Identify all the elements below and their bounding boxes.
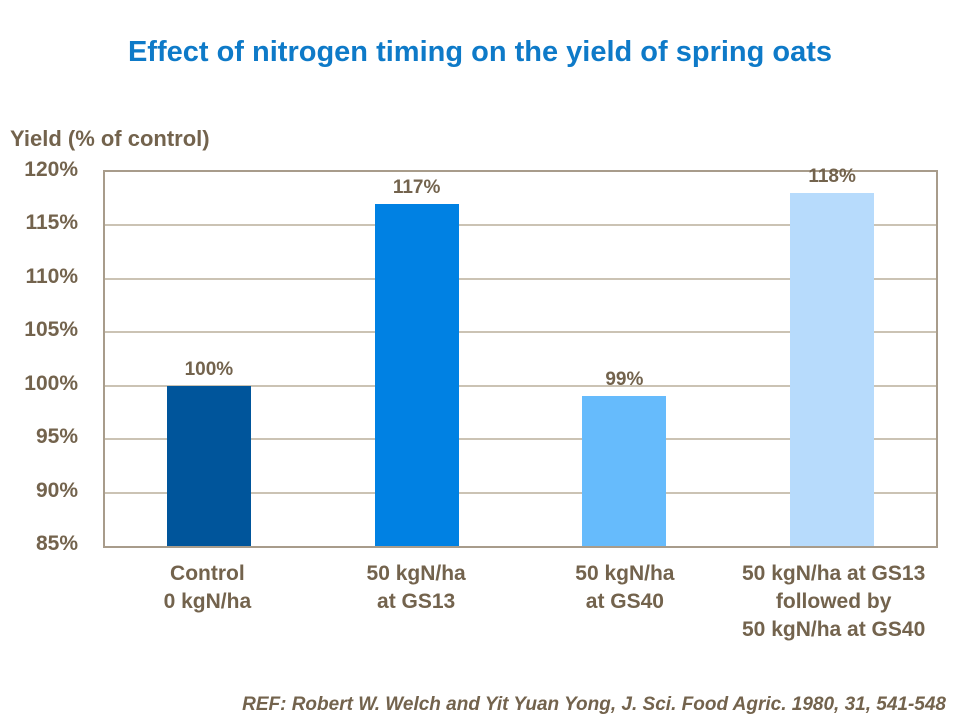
y-axis-tick-label: 120% xyxy=(24,158,78,181)
bar-value-label: 117% xyxy=(392,177,441,199)
gridline xyxy=(105,384,936,387)
gridline xyxy=(105,491,936,494)
bar-value-label: 118% xyxy=(808,166,856,188)
y-axis-tick-label: 85% xyxy=(35,532,78,555)
bar-1 xyxy=(166,385,251,546)
x-axis-category-label: 50 kgN/ha at GS13 followed by 50 kgN/ha … xyxy=(742,562,926,641)
x-axis-category-label: 50 kgN/ha at GS13 xyxy=(366,562,466,613)
y-axis-tick-label: 110% xyxy=(25,264,78,288)
y-axis-tick-label: 90% xyxy=(35,478,78,502)
x-axis-category-label: 50 kgN/ha at GS40 xyxy=(575,562,675,613)
y-axis-tick-label: 95% xyxy=(35,425,78,449)
reference-citation: REF: Robert W. Welch and Yit Yuan Yong, … xyxy=(242,694,946,715)
y-axis-tick-label: 115% xyxy=(25,211,78,235)
bar-4 xyxy=(790,193,875,546)
bar-value-label: 100% xyxy=(184,358,234,380)
gridline xyxy=(105,438,936,441)
gridline xyxy=(105,277,936,280)
y-axis-ticks: 120% 115% 110% 105% 100% 95% 90% 85% xyxy=(0,158,78,555)
x-axis-category-label: Control 0 kgN/ha xyxy=(163,562,252,613)
gridline xyxy=(105,224,936,227)
bar-3 xyxy=(582,396,667,546)
y-axis-tick-label: 105% xyxy=(24,318,78,342)
y-axis-title: Yield (% of control) xyxy=(10,126,210,151)
x-axis-labels: Control 0 kgN/ha 50 kgN/ha at GS13 50 kgN/… xyxy=(103,560,938,644)
plot-area: 100% 117% 99% 118% xyxy=(103,166,938,548)
chart-title: Effect of nitrogen timing on the yield o… xyxy=(127,36,833,68)
gridline xyxy=(105,331,936,334)
bar-value-label: 99% xyxy=(605,369,644,391)
bar-2 xyxy=(374,204,459,546)
y-axis-tick-label: 100% xyxy=(24,371,78,395)
